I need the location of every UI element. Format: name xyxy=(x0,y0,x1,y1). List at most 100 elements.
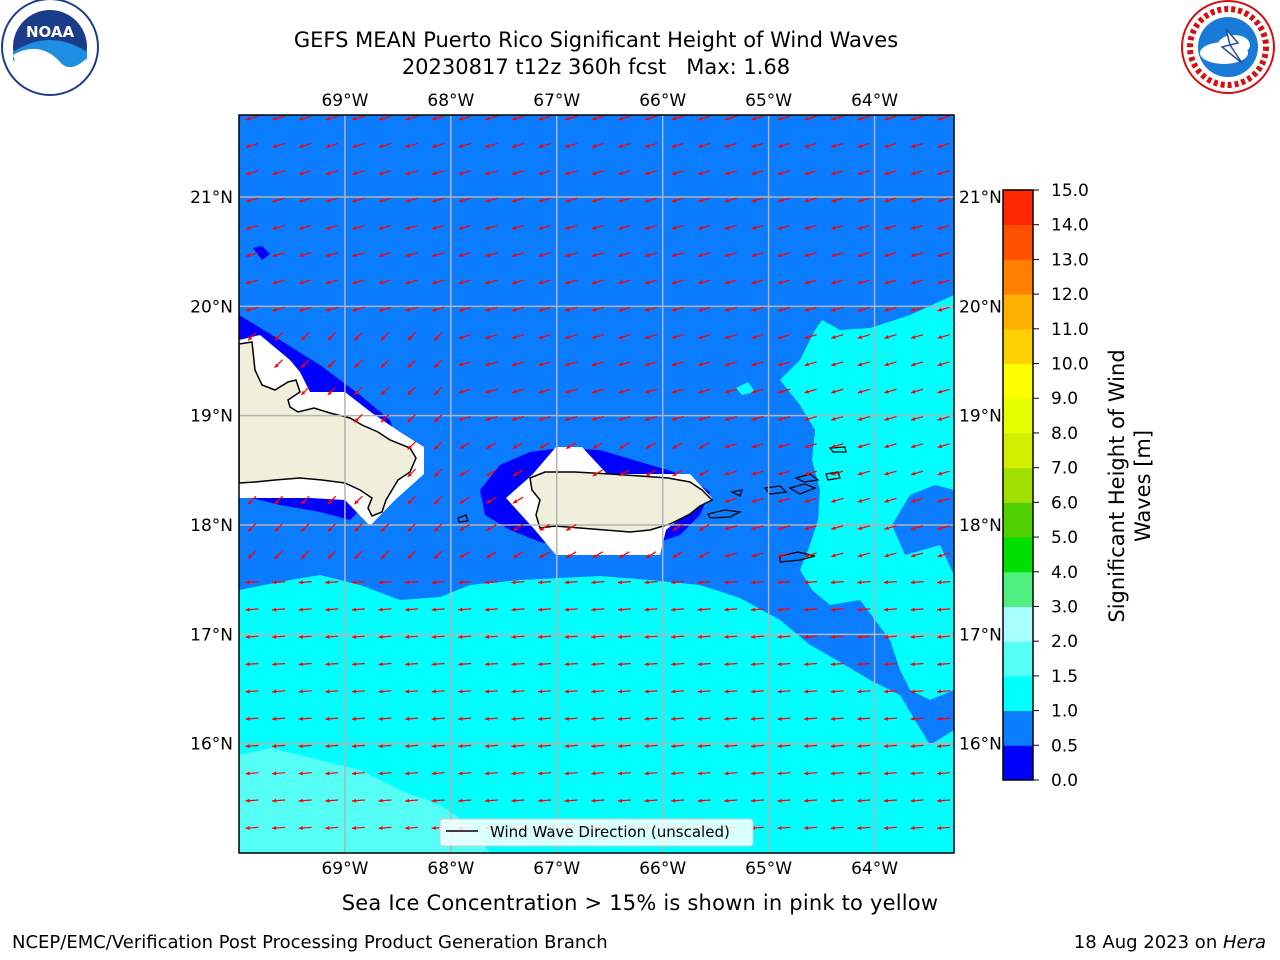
wind-wave-arrow xyxy=(538,607,552,612)
wind-wave-arrow xyxy=(857,197,870,203)
wind-wave-arrow xyxy=(459,496,471,504)
wind-wave-arrow xyxy=(937,306,950,312)
wind-wave-arrow xyxy=(405,744,419,749)
wind-wave-arrow xyxy=(618,142,631,148)
wind-wave-arrow xyxy=(645,442,657,450)
wind-wave-arrow xyxy=(325,170,338,176)
lon-tick-label: 64°W xyxy=(851,91,898,111)
wind-wave-arrow xyxy=(804,798,818,803)
wind-wave-arrow xyxy=(272,580,286,585)
wind-wave-arrow xyxy=(884,115,897,121)
wind-wave-arrow xyxy=(724,415,737,421)
wind-wave-arrow xyxy=(274,523,284,532)
wind-wave-arrow xyxy=(671,744,685,749)
wind-wave-arrow xyxy=(804,771,818,776)
wind-wave-arrow xyxy=(883,580,897,585)
wind-wave-arrow xyxy=(458,197,471,203)
wind-wave-arrow xyxy=(884,170,897,176)
wind-wave-arrow xyxy=(750,798,764,803)
wind-wave-arrow xyxy=(937,224,950,230)
wind-wave-arrow xyxy=(697,744,711,749)
wind-wave-arrow xyxy=(724,252,737,258)
wind-wave-arrow xyxy=(618,252,631,258)
wind-wave-arrow xyxy=(804,716,818,721)
wind-wave-arrow xyxy=(777,716,791,721)
lon-tick-label: 64°W xyxy=(851,859,898,879)
colorbar-title-line1: Significant Height of Wind xyxy=(1105,349,1129,622)
wind-wave-arrow xyxy=(671,662,685,667)
wind-wave-arrow xyxy=(592,551,604,559)
wind-wave-arrow xyxy=(672,523,683,532)
wind-wave-arrow xyxy=(910,552,924,558)
wind-wave-arrow xyxy=(645,551,657,559)
wind-wave-arrow xyxy=(644,689,658,694)
wind-wave-arrow xyxy=(831,443,844,449)
wind-wave-arrow xyxy=(777,634,791,639)
wind-wave-arrow xyxy=(937,115,950,121)
wind-wave-arrow xyxy=(300,523,310,532)
wind-wave-arrow xyxy=(325,744,339,749)
wind-wave-arrow xyxy=(884,552,897,558)
wind-wave-arrow xyxy=(511,716,525,721)
wind-wave-arrow xyxy=(937,334,950,339)
wind-wave-arrow xyxy=(538,744,552,749)
colorbar-swatch xyxy=(1003,363,1033,399)
wind-wave-arrow xyxy=(272,771,286,776)
wind-wave-arrow xyxy=(485,142,498,148)
wind-wave-arrow xyxy=(617,798,631,803)
wind-wave-arrow xyxy=(910,388,924,394)
wind-wave-arrow xyxy=(937,279,950,285)
wind-wave-arrow xyxy=(272,306,285,312)
wind-wave-arrow xyxy=(486,469,497,477)
wind-wave-arrow xyxy=(432,224,445,230)
wind-wave-arrow xyxy=(325,798,339,803)
wind-wave-arrow xyxy=(565,388,578,394)
wind-wave-arrow xyxy=(538,334,551,339)
wind-wave-arrow xyxy=(565,142,578,148)
wind-wave-arrow xyxy=(272,170,285,176)
wind-wave-arrow xyxy=(245,744,259,749)
wind-wave-arrow xyxy=(272,744,286,749)
wind-wave-arrow xyxy=(405,825,419,830)
wind-wave-arrow xyxy=(884,306,897,312)
wind-wave-arrow xyxy=(512,469,524,477)
wind-wave-arrow xyxy=(272,142,285,148)
wind-wave-arrow xyxy=(830,634,844,639)
wind-wave-arrow xyxy=(299,197,312,203)
wind-wave-arrow xyxy=(831,279,844,285)
wind-wave-arrow xyxy=(458,306,471,312)
wind-wave-arrow xyxy=(804,634,818,639)
wind-wave-arrow xyxy=(458,170,471,176)
wind-wave-arrow xyxy=(618,388,631,394)
wind-wave-arrow xyxy=(353,386,363,396)
wind-wave-arrow xyxy=(565,306,578,312)
wind-wave-arrow xyxy=(433,468,443,478)
wind-wave-arrow xyxy=(432,170,445,176)
wind-wave-arrow xyxy=(380,550,390,560)
wind-wave-arrow xyxy=(272,197,285,203)
wind-wave-arrow xyxy=(910,580,924,585)
wind-wave-arrow xyxy=(245,607,259,612)
wind-wave-arrow xyxy=(353,331,363,341)
lon-tick-label: 67°W xyxy=(533,859,580,879)
wind-wave-arrow xyxy=(671,279,684,285)
wind-wave-arrow xyxy=(432,306,445,312)
lat-tick-label: 21°N xyxy=(190,188,233,208)
wind-wave-arrow xyxy=(672,469,683,477)
wind-wave-arrow xyxy=(804,170,817,176)
lon-tick-label: 68°W xyxy=(427,91,474,111)
wind-wave-arrow xyxy=(698,361,711,367)
wind-wave-arrow xyxy=(777,115,791,121)
wind-wave-arrow xyxy=(458,607,472,612)
wind-wave-arrow xyxy=(937,607,951,612)
wind-wave-arrow xyxy=(485,170,498,176)
wind-wave-arrow xyxy=(431,716,445,721)
wind-wave-arrow xyxy=(591,197,604,203)
wind-wave-arrow xyxy=(671,798,685,803)
wind-wave-arrow xyxy=(351,744,365,749)
wind-wave-arrow xyxy=(485,388,498,394)
wind-wave-arrow xyxy=(272,607,286,612)
wind-wave-arrow xyxy=(591,744,605,749)
wind-wave-arrow xyxy=(432,197,445,203)
wind-wave-arrow xyxy=(407,441,417,451)
